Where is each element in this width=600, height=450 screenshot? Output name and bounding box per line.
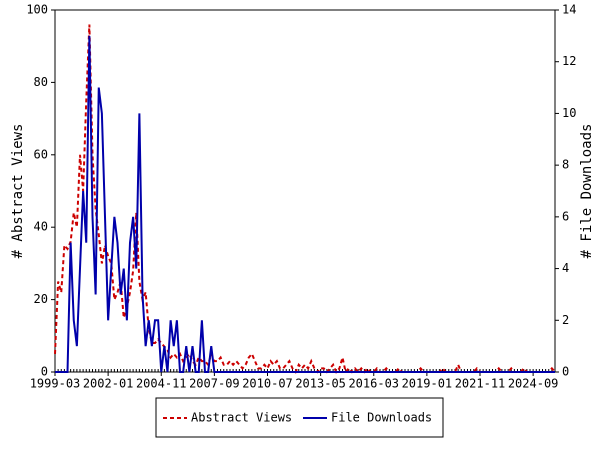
y-axis-label: # Abstract Views <box>10 124 26 259</box>
x-tick-label: 2002-01 <box>83 377 134 391</box>
x-tick-label: 2013-05 <box>295 377 346 391</box>
x-tick-label: 2007-09 <box>189 377 240 391</box>
legend-label: File Downloads <box>331 411 432 425</box>
x-tick-label: 2021-11 <box>455 377 506 391</box>
y2-tick-label: 0 <box>562 365 569 379</box>
plot-frame <box>54 9 556 373</box>
x-tick-label: 2016-03 <box>348 377 399 391</box>
y2-tick-label: 12 <box>562 54 576 68</box>
y2-tick-label: 6 <box>562 209 569 223</box>
y2-tick-label: 4 <box>562 261 569 275</box>
x-tick-label: 1999-03 <box>30 377 81 391</box>
y-tick-label: 80 <box>34 75 48 89</box>
y2-tick-label: 8 <box>562 158 569 172</box>
y-tick-label: 40 <box>34 220 48 234</box>
data-line <box>55 35 555 373</box>
y-tick-label: 100 <box>26 3 48 17</box>
y2-tick-label: 10 <box>562 106 576 120</box>
y2-axis-label: # File Downloads <box>579 124 595 259</box>
x-tick-label: 2024-09 <box>508 377 559 391</box>
x-tick-label: 2010-07 <box>242 377 293 391</box>
y2-tick-label: 2 <box>562 313 569 327</box>
y-tick-label: 60 <box>34 147 48 161</box>
data-line <box>54 24 556 375</box>
y2-tick-label: 14 <box>562 3 576 17</box>
legend-label: Abstract Views <box>191 411 292 425</box>
legend-box <box>155 397 444 438</box>
y-tick-label: 20 <box>34 292 48 306</box>
y-tick-label: 0 <box>41 365 48 379</box>
x-tick-label: 2019-01 <box>402 377 453 391</box>
x-tick-label: 2004-11 <box>136 377 187 391</box>
